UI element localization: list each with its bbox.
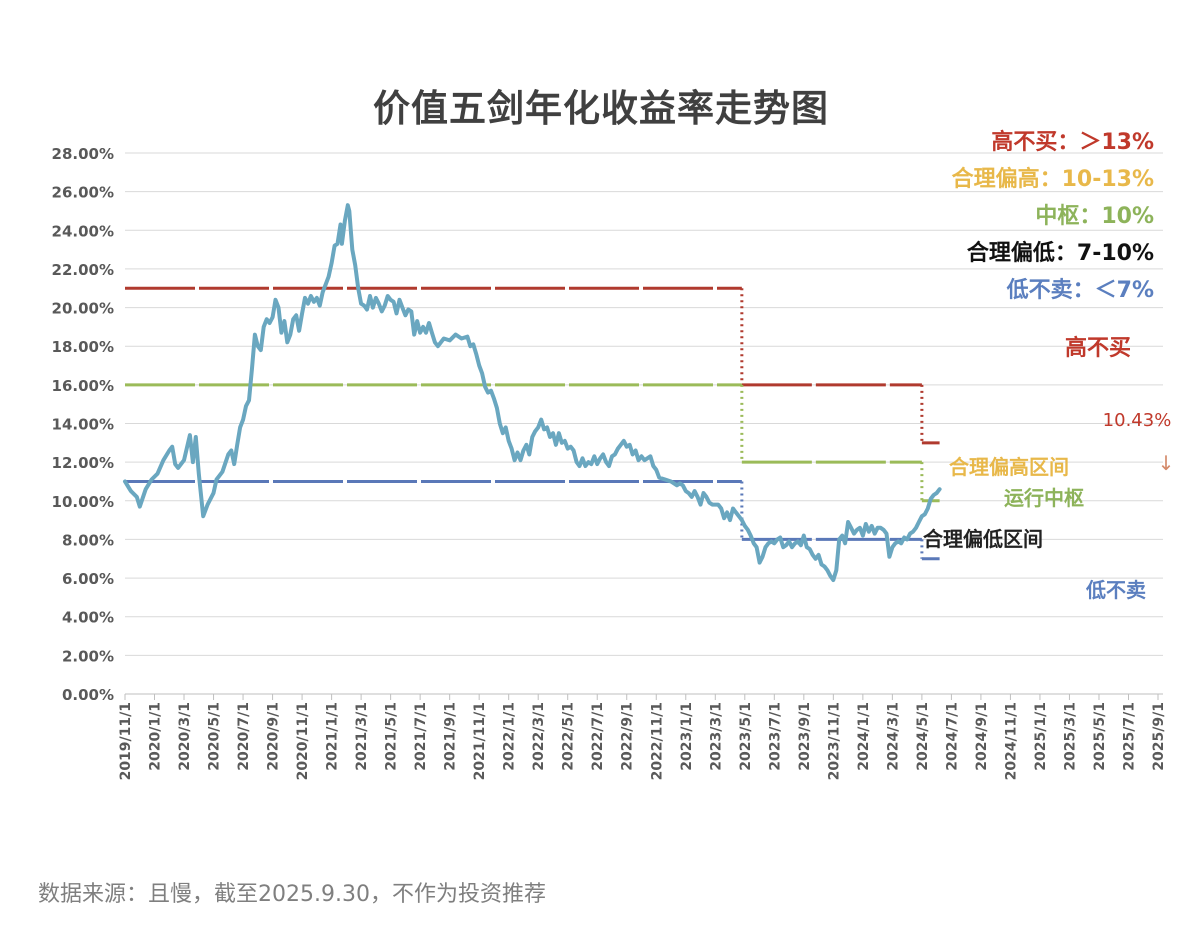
x-tick-label: 2021/3/1 xyxy=(354,702,370,771)
x-tick-label: 2023/11/1 xyxy=(826,702,842,780)
x-tick-label: 2025/3/1 xyxy=(1062,702,1078,771)
legend-high-no-buy: 高不买：＞13% xyxy=(991,130,1154,155)
annotation-low-no-sell: 低不卖 xyxy=(1085,578,1146,602)
x-tick-label: 2024/1/1 xyxy=(856,702,872,771)
x-tick-label: 2021/5/1 xyxy=(384,702,400,771)
annotation-reasonable-high-range: 合理偏高区间 xyxy=(949,455,1069,479)
y-tick-label: 20.00% xyxy=(52,300,114,318)
y-axis-ticks: 0.00% 2.00% 4.00% 6.00% 8.00% 10.00% 12.00% 14.… xyxy=(52,145,114,704)
chart-title: 价值五剑年化收益率走势图 xyxy=(373,87,829,130)
annotation-current-value: 10.43% xyxy=(1103,410,1172,431)
x-tick-label: 2020/7/1 xyxy=(236,702,252,771)
y-tick-label: 24.00% xyxy=(52,222,114,240)
y-tick-label: 8.00% xyxy=(62,531,114,549)
x-tick-label: 2019/11/1 xyxy=(118,702,134,780)
annotation-operating-center: 运行中枢 xyxy=(1004,486,1084,510)
x-tick-label: 2023/1/1 xyxy=(679,702,695,771)
y-tick-label: 26.00% xyxy=(52,184,114,202)
data-source-note: 数据来源：且慢，截至2025.9.30，不作为投资推荐 xyxy=(38,882,546,907)
x-tick-label: 2023/9/1 xyxy=(797,702,813,771)
grid-lines xyxy=(125,152,1163,695)
legend-low-no-sell: 低不卖：＜7% xyxy=(1006,278,1154,303)
x-tick-label: 2023/5/1 xyxy=(738,702,754,771)
legend-reasonable-high: 合理偏高：10-13% xyxy=(951,167,1154,192)
annotation-high-no-buy: 高不买 xyxy=(1065,335,1131,361)
x-tick-label: 2020/11/1 xyxy=(295,702,311,780)
x-tick-label: 2020/9/1 xyxy=(266,702,282,771)
x-tick-label: 2025/9/1 xyxy=(1151,702,1167,771)
annotation-down-arrow: ↓ xyxy=(1158,451,1175,475)
x-tick-label: 2023/7/1 xyxy=(767,702,783,771)
reference-lines xyxy=(125,286,940,561)
series-layer xyxy=(123,203,942,582)
legend-center: 中枢：10% xyxy=(1035,204,1154,229)
x-tick-label: 2025/1/1 xyxy=(1033,702,1049,771)
y-tick-label: 28.00% xyxy=(52,145,114,163)
y-tick-label: 4.00% xyxy=(62,609,114,627)
annotation-reasonable-low-range: 合理偏低区间 xyxy=(923,527,1043,551)
y-tick-label: 16.00% xyxy=(52,377,114,395)
y-tick-label: 14.00% xyxy=(52,416,114,434)
x-tick-label: 2022/1/1 xyxy=(502,702,518,771)
x-tick-label: 2020/3/1 xyxy=(177,702,193,771)
x-tick-label: 2024/9/1 xyxy=(974,702,990,771)
legend-reasonable-low: 合理偏低：7-10% xyxy=(966,241,1154,266)
x-tick-label: 2022/3/1 xyxy=(531,702,547,771)
x-tick-label: 2022/5/1 xyxy=(561,702,577,771)
x-tick-label: 2022/7/1 xyxy=(590,702,606,771)
y-tick-label: 2.00% xyxy=(62,647,114,665)
y-tick-label: 22.00% xyxy=(52,261,114,279)
y-tick-label: 12.00% xyxy=(52,454,114,472)
x-axis-ticks: 2019/11/1 2020/1/1 2020/3/1 2020/5/1 2020/7/… xyxy=(118,694,1167,780)
x-tick-label: 2025/7/1 xyxy=(1121,702,1137,771)
x-tick-label: 2021/11/1 xyxy=(472,702,488,780)
x-tick-label: 2024/5/1 xyxy=(915,702,931,771)
x-tick-label: 2022/11/1 xyxy=(649,702,665,780)
x-tick-label: 2024/7/1 xyxy=(944,702,960,771)
series-line xyxy=(123,203,942,582)
x-tick-label: 2021/7/1 xyxy=(413,702,429,771)
x-tick-label: 2024/11/1 xyxy=(1003,702,1019,780)
x-tick-label: 2021/1/1 xyxy=(325,702,341,771)
x-tick-label: 2022/9/1 xyxy=(620,702,636,771)
x-tick-label: 2024/3/1 xyxy=(885,702,901,771)
y-tick-label: 10.00% xyxy=(52,493,114,511)
y-tick-label: 0.00% xyxy=(62,686,114,704)
x-tick-label: 2021/9/1 xyxy=(443,702,459,771)
x-tick-label: 2020/1/1 xyxy=(148,702,164,771)
y-tick-label: 18.00% xyxy=(52,338,114,356)
x-tick-label: 2020/5/1 xyxy=(207,702,223,771)
x-tick-label: 2023/3/1 xyxy=(708,702,724,771)
x-tick-label: 2025/5/1 xyxy=(1092,702,1108,771)
y-tick-label: 6.00% xyxy=(62,570,114,588)
